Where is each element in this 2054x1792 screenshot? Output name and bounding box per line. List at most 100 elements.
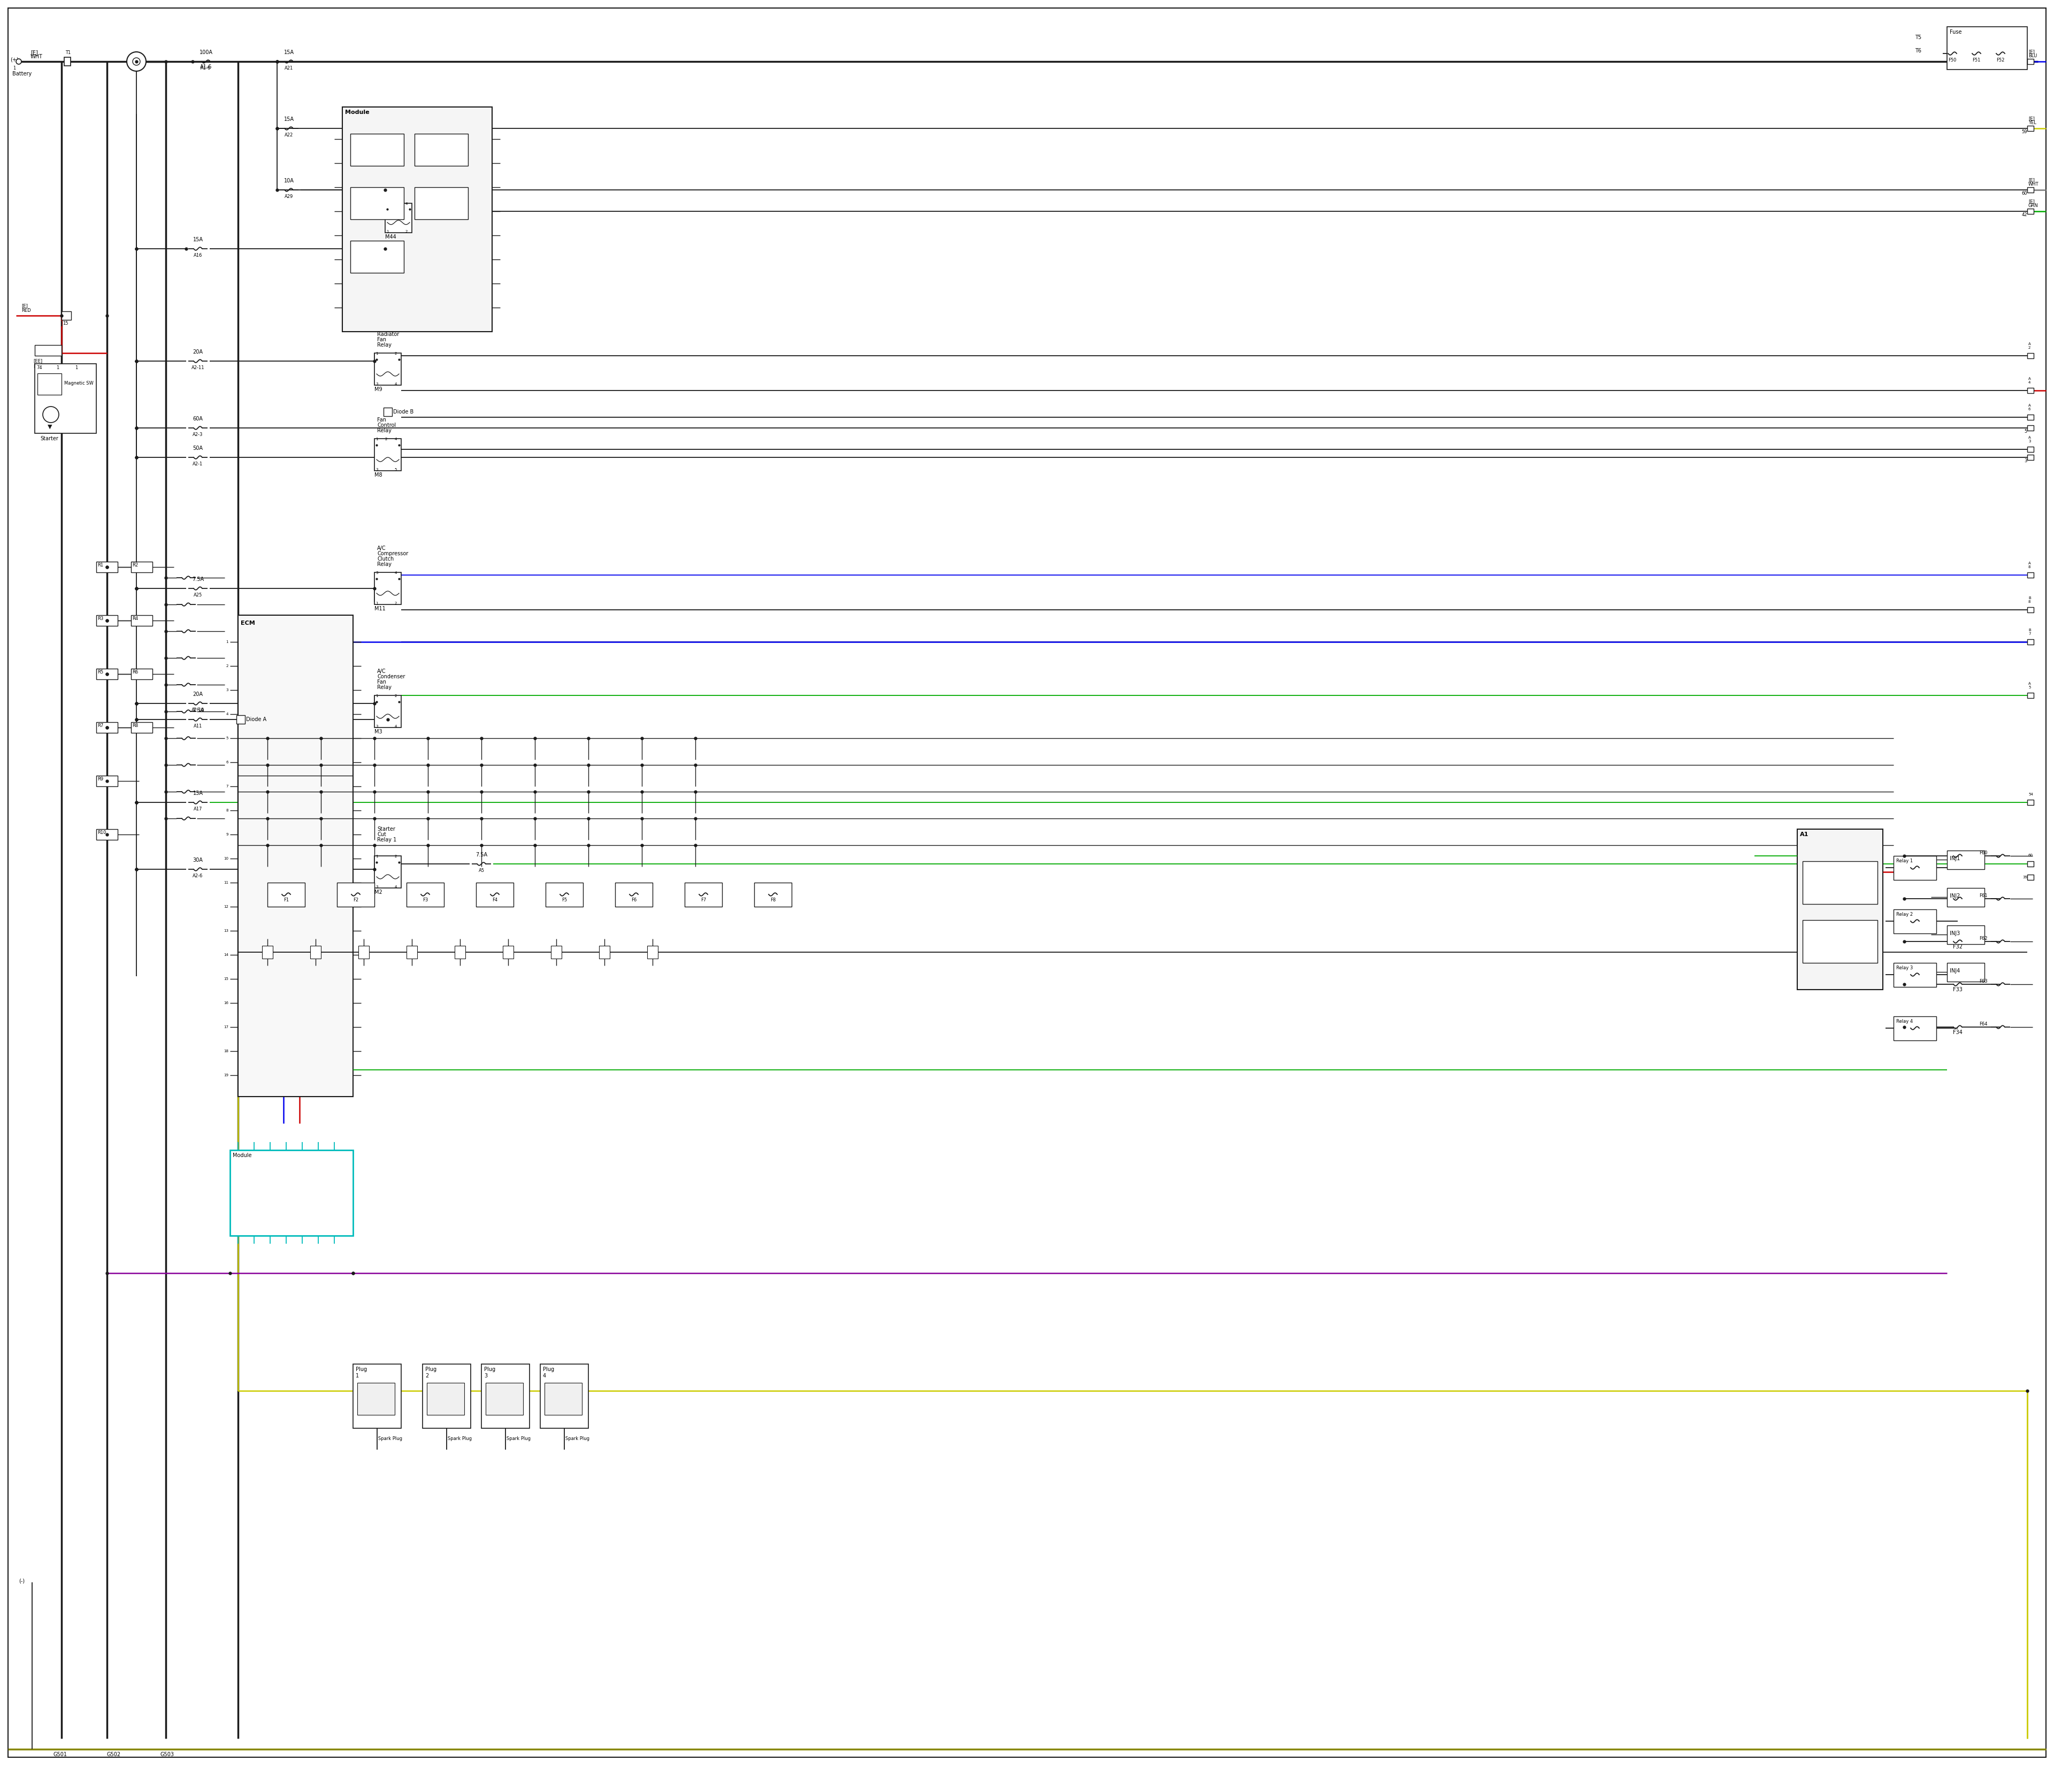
Text: [E]: [E] bbox=[2027, 199, 2036, 204]
Text: F2: F2 bbox=[353, 898, 357, 903]
Bar bbox=[97, 561, 117, 572]
Text: 2: 2 bbox=[394, 855, 396, 858]
Text: Spark Plug: Spark Plug bbox=[507, 1435, 530, 1441]
Text: A
4: A 4 bbox=[2027, 376, 2031, 383]
Text: R9: R9 bbox=[97, 776, 103, 781]
Text: Starter: Starter bbox=[41, 435, 58, 441]
Text: A2-6: A2-6 bbox=[193, 873, 203, 878]
Bar bbox=[415, 134, 468, 167]
Text: F33: F33 bbox=[1953, 987, 1962, 993]
Text: A/C: A/C bbox=[378, 545, 386, 550]
Text: F63: F63 bbox=[1980, 978, 1988, 984]
Bar bbox=[337, 883, 374, 907]
Text: 11: 11 bbox=[224, 882, 228, 883]
Text: A16: A16 bbox=[193, 253, 201, 258]
Bar bbox=[754, 883, 791, 907]
Text: INJ1: INJ1 bbox=[1949, 857, 1960, 862]
Bar bbox=[485, 1383, 524, 1416]
Bar bbox=[1947, 27, 2027, 70]
Bar bbox=[1947, 851, 1984, 869]
Text: 2: 2 bbox=[394, 351, 396, 355]
Text: M: M bbox=[47, 412, 53, 418]
Text: F50: F50 bbox=[1949, 57, 1957, 63]
Text: A22: A22 bbox=[286, 133, 294, 138]
Text: GRN: GRN bbox=[2027, 202, 2038, 208]
Bar bbox=[230, 1150, 353, 1236]
Bar bbox=[351, 240, 405, 272]
Bar bbox=[97, 722, 117, 733]
Bar bbox=[236, 715, 244, 724]
Text: 4: 4 bbox=[226, 713, 228, 715]
Bar bbox=[131, 668, 152, 679]
Text: 5: 5 bbox=[394, 468, 396, 471]
Text: M8: M8 bbox=[374, 473, 382, 478]
Text: F30: F30 bbox=[1953, 858, 1962, 864]
Text: 7.5A: 7.5A bbox=[474, 853, 487, 858]
Bar bbox=[97, 830, 117, 840]
Text: [E]: [E] bbox=[21, 303, 29, 308]
Text: A5: A5 bbox=[479, 867, 485, 873]
Text: Clutch: Clutch bbox=[378, 556, 394, 561]
Text: A25: A25 bbox=[193, 593, 201, 597]
Text: F60: F60 bbox=[1980, 851, 1988, 855]
Text: 54: 54 bbox=[2027, 792, 2033, 796]
Circle shape bbox=[127, 52, 146, 72]
Bar bbox=[131, 722, 152, 733]
Text: 12: 12 bbox=[224, 905, 228, 909]
Text: G502: G502 bbox=[107, 1753, 121, 1758]
Text: Cut: Cut bbox=[378, 831, 386, 837]
Text: 6: 6 bbox=[226, 760, 228, 763]
Text: R4: R4 bbox=[131, 616, 138, 622]
Text: M3: M3 bbox=[374, 729, 382, 735]
Text: R7: R7 bbox=[97, 724, 103, 728]
Circle shape bbox=[134, 57, 140, 65]
Bar bbox=[684, 883, 723, 907]
Bar bbox=[267, 883, 304, 907]
Text: Radiator: Radiator bbox=[378, 332, 398, 337]
Text: F62: F62 bbox=[1980, 935, 1988, 941]
Bar bbox=[1947, 962, 1984, 982]
Bar bbox=[1797, 830, 1884, 989]
Text: 4: 4 bbox=[394, 724, 396, 728]
Text: 10: 10 bbox=[224, 857, 228, 860]
Bar bbox=[503, 946, 514, 959]
Text: F1: F1 bbox=[283, 898, 290, 903]
Text: 30A: 30A bbox=[193, 858, 203, 862]
Bar bbox=[351, 134, 405, 167]
Bar bbox=[544, 1383, 581, 1416]
Text: [E]: [E] bbox=[2027, 48, 2036, 54]
Text: X: X bbox=[238, 717, 242, 722]
Text: A1-6: A1-6 bbox=[199, 65, 212, 70]
Text: 16: 16 bbox=[224, 1002, 228, 1005]
Bar bbox=[600, 946, 610, 959]
Text: Fan: Fan bbox=[378, 418, 386, 423]
Text: 39: 39 bbox=[2023, 876, 2027, 878]
Text: Fuse: Fuse bbox=[1949, 29, 1962, 34]
Text: M44: M44 bbox=[386, 235, 396, 240]
Bar bbox=[2027, 607, 2033, 613]
Bar bbox=[374, 695, 401, 728]
Text: 18: 18 bbox=[224, 1050, 228, 1052]
Text: (+): (+) bbox=[10, 57, 18, 63]
Bar bbox=[550, 946, 561, 959]
Text: A1: A1 bbox=[1799, 831, 1810, 837]
Text: 1: 1 bbox=[376, 602, 378, 606]
Text: F7: F7 bbox=[700, 898, 707, 903]
Text: 59: 59 bbox=[2021, 63, 2027, 68]
Text: 1: 1 bbox=[226, 640, 228, 643]
Text: RED: RED bbox=[21, 308, 31, 314]
Text: INJ4: INJ4 bbox=[1949, 968, 1960, 973]
Text: R2: R2 bbox=[131, 563, 138, 568]
Text: 3: 3 bbox=[376, 468, 378, 471]
Text: B
8: B 8 bbox=[2027, 597, 2031, 604]
Bar bbox=[407, 883, 444, 907]
Text: Module: Module bbox=[345, 109, 370, 115]
Text: 4: 4 bbox=[394, 572, 396, 575]
Bar bbox=[357, 946, 370, 959]
Bar bbox=[2027, 874, 2033, 880]
Bar bbox=[614, 883, 653, 907]
Bar bbox=[374, 572, 401, 604]
Text: A2-1: A2-1 bbox=[193, 462, 203, 466]
Bar bbox=[2027, 208, 2033, 213]
Text: 3: 3 bbox=[226, 688, 228, 692]
